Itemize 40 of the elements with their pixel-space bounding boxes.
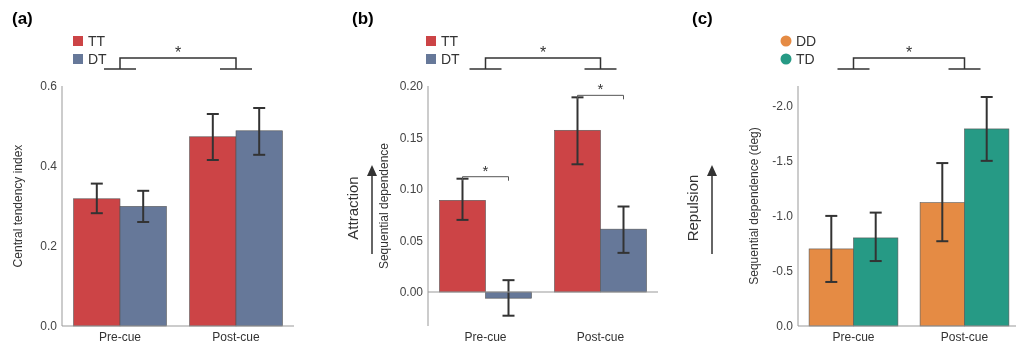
x-tick-label: Pre-cue	[464, 330, 507, 344]
y-tick-label: 0.0	[776, 319, 794, 334]
legend-label: DT	[441, 50, 461, 67]
x-tick-label: Post-cue	[576, 330, 625, 344]
legend-label: DT	[88, 50, 108, 67]
y-axis-title: Central tendency index	[11, 144, 25, 268]
legend-label: TT	[88, 32, 106, 49]
chart-title: (a)	[12, 9, 33, 28]
x-tick-label: Post-cue	[212, 330, 260, 344]
annotation: *	[597, 80, 604, 98]
text: *	[539, 44, 547, 61]
y-tick-label: 0.2	[40, 239, 58, 254]
y-tick-label: -1.0	[772, 209, 794, 224]
y-axis-title: Sequential dependence (deg)	[747, 127, 761, 285]
annotation: *	[482, 161, 489, 179]
text: *	[905, 44, 913, 61]
x-tick-label: Pre-cue	[832, 330, 875, 344]
y-tick-label: -2.0	[772, 99, 794, 114]
legend-label: TD	[796, 50, 815, 67]
text: Attraction	[344, 176, 361, 240]
y-tick-label: -0.5	[772, 264, 794, 279]
y-tick-label: 0.20	[399, 79, 424, 94]
y-tick-label: 0.0	[40, 319, 58, 334]
y-axis-title: Sequential dependence	[377, 142, 391, 270]
text: *	[174, 44, 182, 61]
y-tick-label: 0.00	[399, 285, 424, 300]
y-tick-label: -1.5	[772, 154, 794, 169]
x-tick-label: Post-cue	[940, 330, 989, 344]
legend-label: DD	[796, 32, 817, 49]
x-tick-label: Pre-cue	[98, 330, 142, 344]
text: Repulsion	[684, 174, 701, 242]
y-tick-label: 0.15	[399, 130, 424, 145]
legend-label: TT	[441, 32, 459, 49]
y-tick-label: 0.05	[399, 233, 424, 248]
bar	[439, 200, 486, 293]
y-tick-label: 0.4	[40, 159, 58, 174]
y-tick-label: 0.6	[40, 79, 58, 94]
y-tick-label: 0.10	[399, 182, 424, 197]
chart-title: (c)	[692, 9, 713, 28]
chart-title: (b)	[352, 9, 374, 28]
